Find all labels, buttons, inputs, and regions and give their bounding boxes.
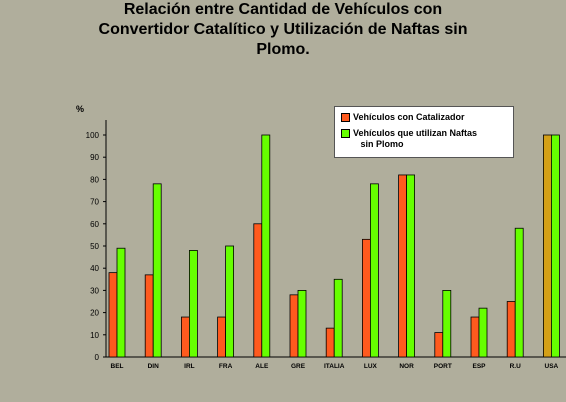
bar-nor-naftas bbox=[406, 174, 416, 358]
bar-bel-catalizador bbox=[108, 272, 118, 358]
bar-esp-naftas bbox=[478, 307, 488, 358]
legend-swatch-naftas bbox=[341, 129, 350, 138]
bar-fra-naftas bbox=[225, 245, 235, 358]
bar-ru-naftas bbox=[514, 227, 524, 358]
bar-fra-catalizador bbox=[217, 316, 227, 358]
category-label: USA bbox=[545, 363, 559, 370]
category-label: IRL bbox=[184, 363, 195, 370]
category-label: ALE bbox=[255, 363, 269, 370]
category-label: FRA bbox=[219, 363, 233, 370]
bar-port-catalizador bbox=[434, 332, 444, 358]
category-label: GRE bbox=[291, 363, 306, 370]
title-line-3: Plomo. bbox=[256, 41, 310, 58]
y-tick-label: 70 bbox=[90, 198, 99, 207]
y-tick-label: 30 bbox=[90, 286, 99, 295]
legend-label-naftas: Vehículos que utilizan Naftas sin Plomo bbox=[353, 128, 478, 149]
bar-italia-naftas bbox=[333, 278, 343, 358]
bar-usa-catalizador bbox=[543, 134, 552, 358]
bar-ale-naftas bbox=[261, 134, 271, 358]
bar-din-naftas bbox=[152, 183, 162, 358]
y-tick-label: 60 bbox=[90, 220, 99, 229]
category-label: LUX bbox=[364, 363, 378, 370]
y-axis-unit-label: % bbox=[76, 104, 84, 114]
legend-swatch-catalizador bbox=[341, 113, 350, 122]
y-tick-label: 0 bbox=[95, 353, 100, 362]
category-label: ESP bbox=[472, 363, 486, 370]
y-tick-label: 90 bbox=[90, 153, 99, 162]
title-line-1: Relación entre Cantidad de Vehículos con bbox=[123, 1, 443, 18]
bar-port-naftas bbox=[442, 289, 452, 358]
bar-italia-catalizador bbox=[325, 327, 335, 358]
bar-esp-catalizador bbox=[470, 316, 480, 358]
category-label: R.U bbox=[510, 363, 522, 370]
y-tick-label: 80 bbox=[90, 175, 99, 184]
legend-label-catalizador: Vehículos con Catalizador bbox=[353, 112, 465, 122]
bar-irl-catalizador bbox=[180, 316, 190, 358]
bar-lux-naftas bbox=[369, 183, 379, 358]
bar-gre-catalizador bbox=[289, 294, 299, 358]
category-label: BEL bbox=[111, 363, 124, 370]
category-label: DIN bbox=[148, 363, 160, 370]
bar-ru-catalizador bbox=[506, 301, 516, 358]
bar-nor-catalizador bbox=[398, 174, 408, 358]
category-label: NOR bbox=[399, 363, 414, 370]
bar-usa-naftas bbox=[551, 134, 560, 358]
bar-gre-naftas bbox=[297, 289, 307, 358]
y-tick-label: 100 bbox=[86, 131, 100, 140]
y-tick-label: 50 bbox=[90, 242, 99, 251]
y-tick-label: 20 bbox=[90, 309, 99, 318]
title-line-2: Convertidor Catalítico y Utilización de … bbox=[98, 21, 468, 38]
category-label: ITALIA bbox=[324, 363, 345, 370]
chart-title: Relación entre Cantidad de Vehículos con… bbox=[0, 0, 566, 60]
bar-din-catalizador bbox=[144, 274, 154, 358]
bar-bel-naftas bbox=[116, 247, 126, 358]
bar-irl-naftas bbox=[188, 250, 198, 358]
y-tick-label: 40 bbox=[90, 264, 99, 273]
bar-ale-catalizador bbox=[253, 223, 263, 358]
y-tick-label: 10 bbox=[90, 331, 99, 340]
category-label: PORT bbox=[434, 363, 452, 370]
legend: Vehículos con Catalizador Vehículos que … bbox=[334, 106, 514, 158]
bar-lux-catalizador bbox=[361, 238, 371, 358]
